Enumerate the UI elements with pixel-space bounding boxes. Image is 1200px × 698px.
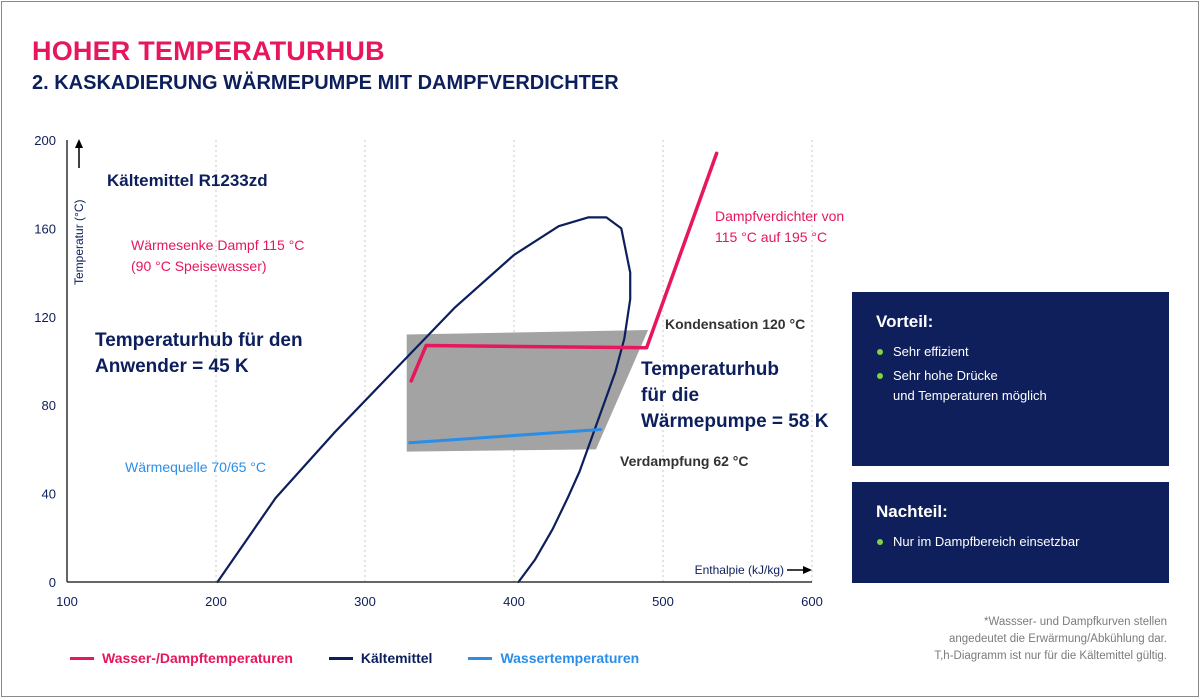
page-title: HOHER TEMPERATURHUB [32,36,385,66]
temperature-lift-area [406,330,649,452]
x-tick-label: 100 [56,594,78,609]
legend-swatch [70,656,94,660]
evaporation-label: Verdampfung 62 °C [620,453,749,469]
legend-label: Wassertemperaturen [500,650,640,666]
user-lift-label-line1: Temperaturhub für den [95,330,303,351]
y-axis-arrowhead [75,139,83,148]
compressor-label-line2: 115 °C auf 195 °C [715,229,827,245]
axis-ticks: 100 200 300 400 500 600 0 40 80 120 160 200 [34,133,823,609]
hp-lift-label-line1: Temperaturhub [641,359,779,380]
advantage-item-line1: Sehr hohe Drücke [893,368,998,383]
compressor-label-line1: Dampfverdichter von [715,208,844,224]
advantage-list: Sehr effizient Sehr hohe Drücke und Temp… [876,342,1145,406]
x-axis-label: Enthalpie (kJ/kg) [695,563,784,577]
x-axis-arrowhead [803,566,812,574]
series-wassertemperaturen [408,428,602,445]
footnote-line: *Wassser- und Dampfkurven stellen [983,616,1167,628]
user-lift-label-line2: Anwender = 45 K [95,356,249,377]
condensation-label: Kondensation 120 °C [665,316,805,332]
footnote: *Wassser- und Dampfkurven stellen angede… [837,614,1167,665]
x-tick-label: 300 [354,594,376,609]
advantage-item: Sehr hohe Drücke und Temperaturen möglic… [876,366,1145,406]
advantage-item-line2: und Temperaturen möglich [893,388,1047,403]
legend-swatch [328,656,353,660]
legend-item-water-steam: Wasser-/Dampftemperaturen [70,650,293,666]
chart-legend: Wasser-/Dampftemperaturen Kältemittel Wa… [70,650,675,666]
y-tick-label: 160 [34,221,56,236]
y-tick-label: 40 [42,487,56,502]
disadvantage-list: Nur im Dampfbereich einsetzbar [876,532,1145,552]
y-tick-label: 0 [49,575,56,590]
legend-swatch [468,656,493,660]
hp-lift-label-line2: für die [641,385,699,406]
footnote-line: angedeutet die Erwärmung/Abkühlung dar. [948,633,1167,645]
legend-item-refrigerant: Kältemittel [328,650,433,666]
disadvantage-title: Nachteil: [876,502,948,521]
advantage-item: Sehr effizient [876,342,1145,362]
legend-item-water: Wassertemperaturen [468,650,639,666]
legend-label: Wasser-/Dampftemperaturen [102,650,293,666]
y-tick-label: 80 [42,398,56,413]
hp-lift-label-line3: Wärmepumpe = 58 K [641,411,829,432]
x-tick-label: 600 [801,594,823,609]
y-tick-label: 120 [34,310,56,325]
x-tick-label: 400 [503,594,525,609]
disadvantage-item: Nur im Dampfbereich einsetzbar [876,532,1145,552]
heat-source-label: Wärmequelle 70/65 °C [125,459,266,475]
advantage-title: Vorteil: [876,312,934,331]
page-subtitle: 2. KASKADIERUNG WÄRMEPUMPE MIT DAMPFVERD… [32,72,619,94]
heat-sink-label-line2: (90 °C Speisewasser) [131,258,267,274]
series-wasser-dampftemperaturen [409,151,719,383]
legend-label: Kältemittel [360,650,433,666]
x-tick-label: 500 [652,594,674,609]
y-axis-label: Temperatur (°C) [72,200,86,285]
advantage-box: Vorteil: Sehr effizient Sehr hohe Drücke… [852,292,1169,466]
disadvantage-box: Nachteil: Nur im Dampfbereich einsetzbar [852,482,1169,583]
x-tick-label: 200 [205,594,227,609]
heat-sink-label-line1: Wärmesenke Dampf 115 °C [131,237,304,253]
refrigerant-label: Kältemittel R1233zd [107,171,268,190]
y-tick-label: 200 [34,133,56,148]
series-kaeltemittel [216,216,632,584]
footnote-line: T,h-Diagramm ist nur für die Kältemittel… [934,650,1167,662]
